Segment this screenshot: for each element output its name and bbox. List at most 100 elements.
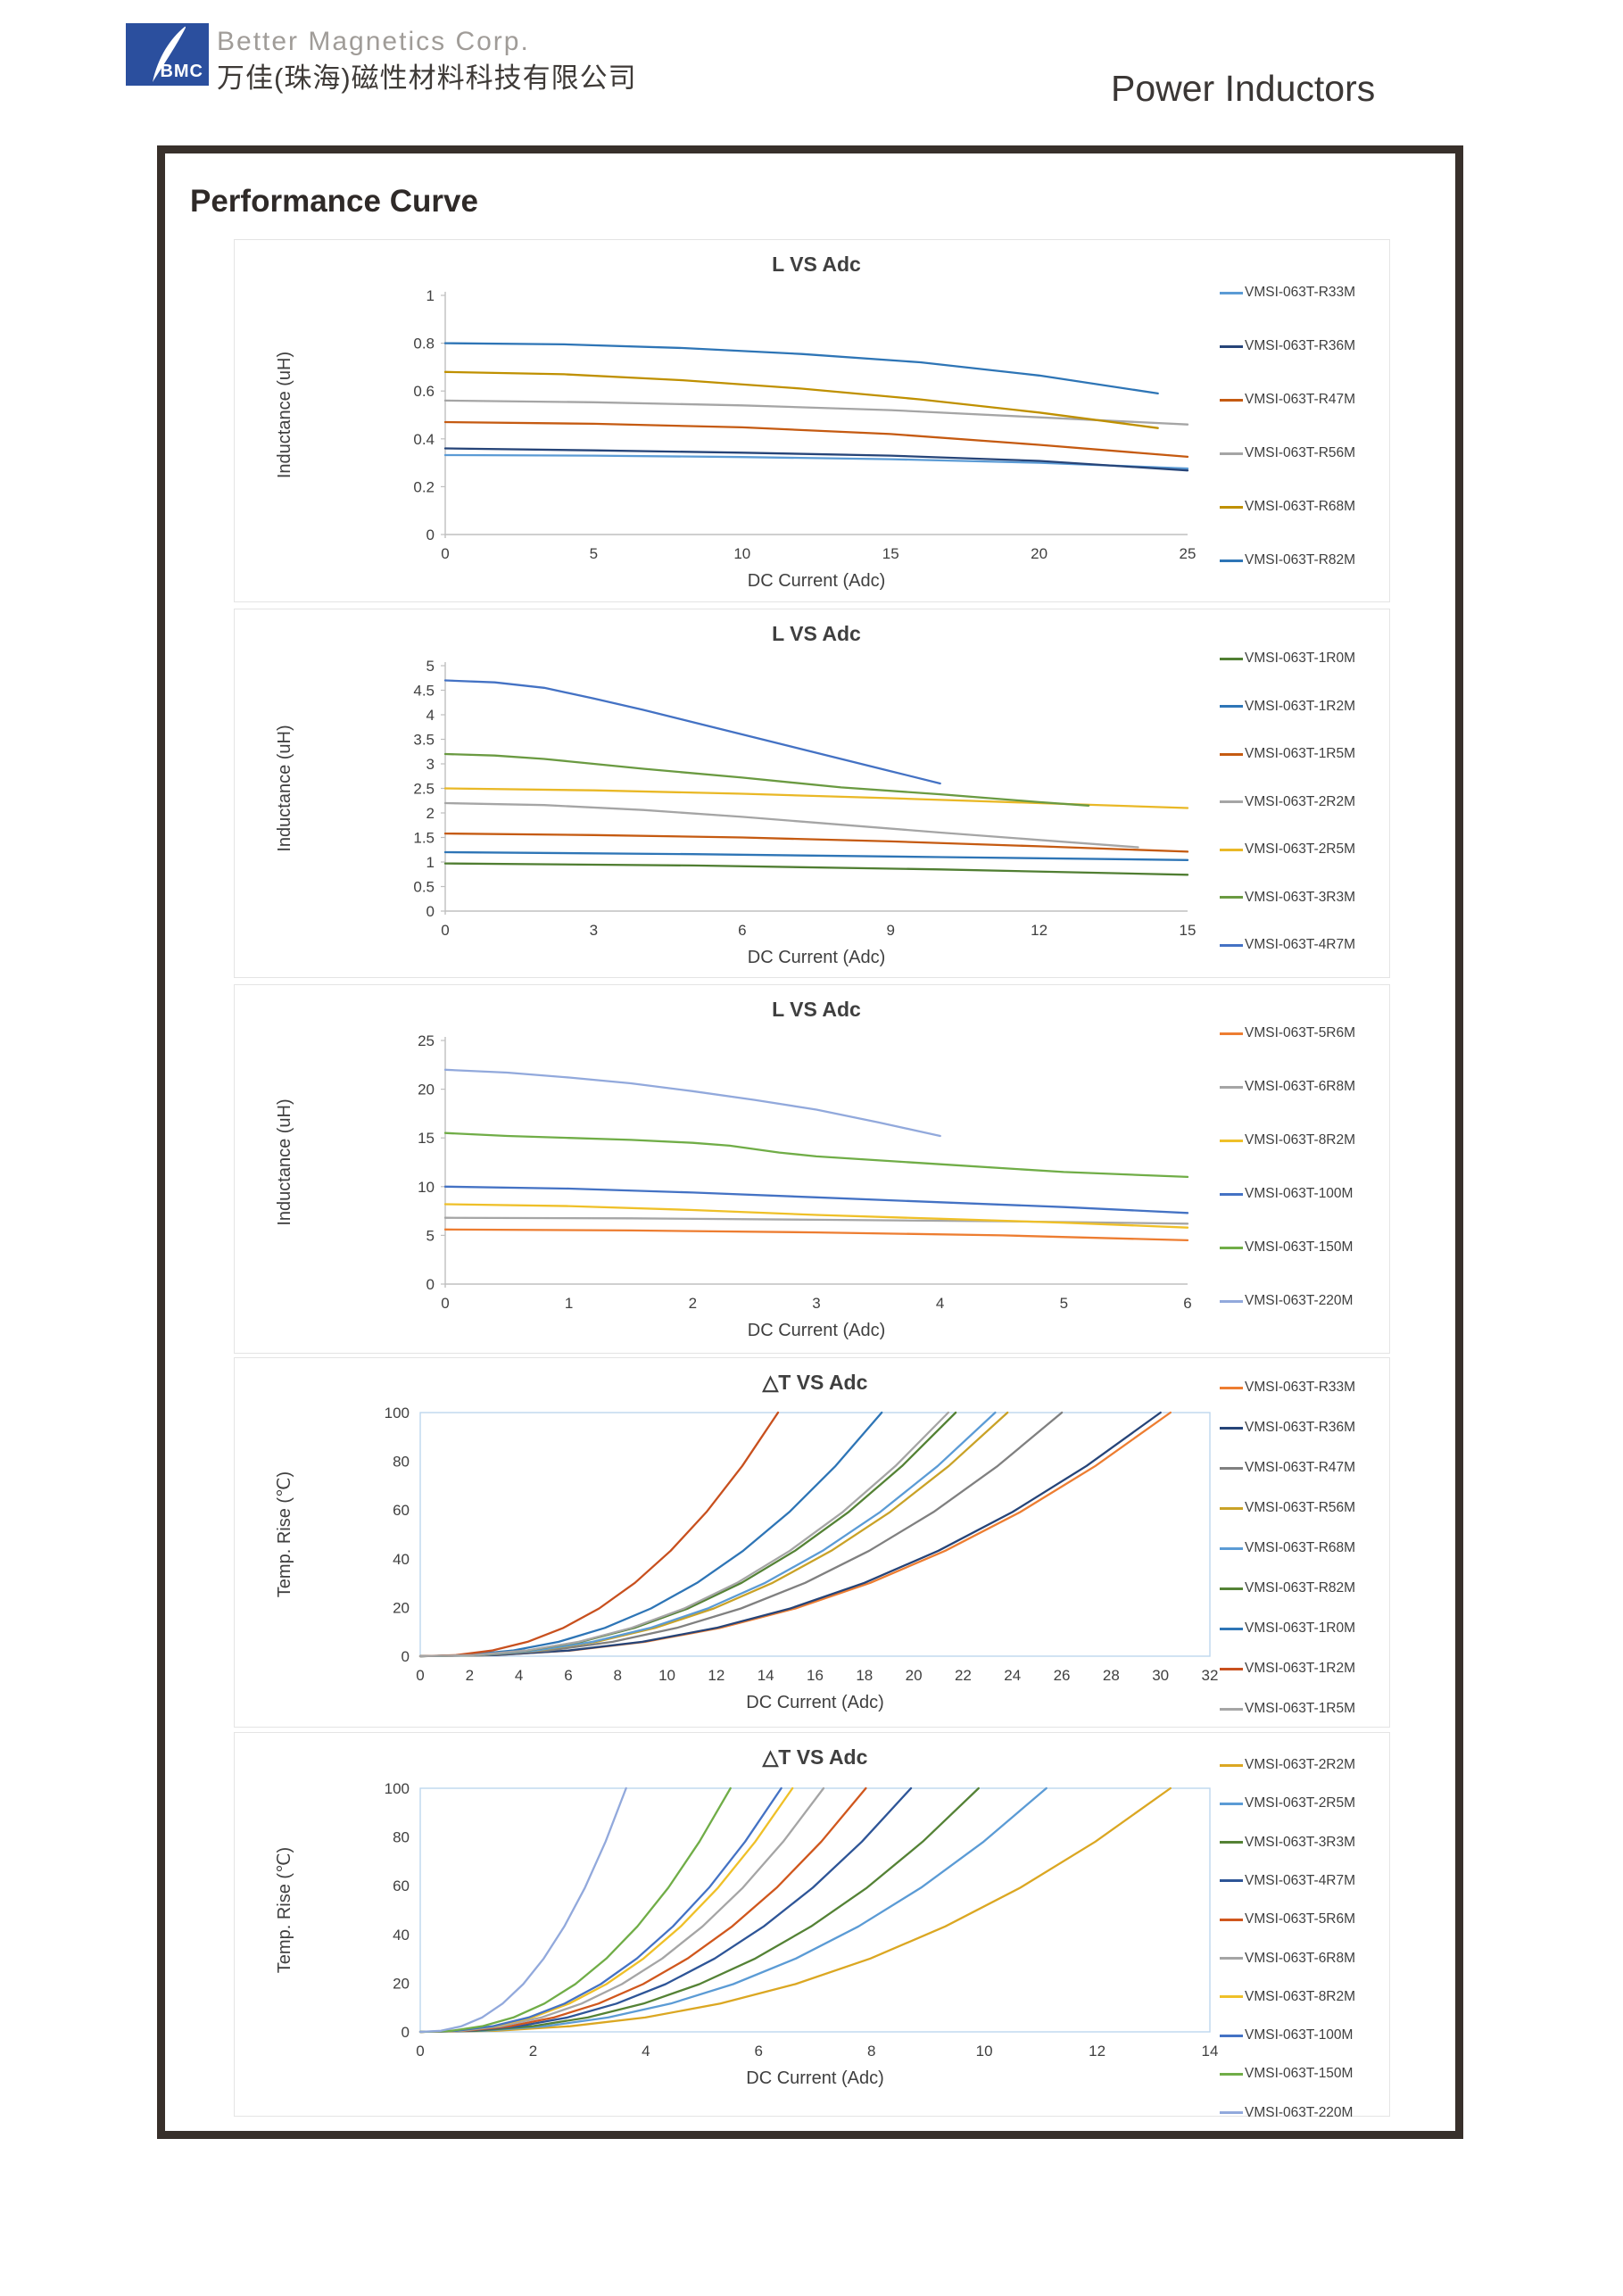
series-line-VMSI-063T-2R5M xyxy=(418,1786,1047,2034)
y-tick-label: 80 xyxy=(393,1829,410,1846)
chart-panel-5: △T VS Adc 0 20 40 60 80 100 0 2 4 6 8 10 12 14 DC Curre… xyxy=(234,1732,1390,2120)
x-tick-label: 24 xyxy=(1004,1667,1021,1684)
series-line-VMSI-063T-R33M xyxy=(443,453,1189,470)
legend-item-VMSI-063T-R47M: VMSI-063T-R47M xyxy=(1220,392,1355,408)
y-tick-label: 1 xyxy=(426,854,435,871)
x-tick-label: 6 xyxy=(738,922,746,939)
y-tick-label: 10 xyxy=(418,1179,435,1196)
legend-swatch-icon xyxy=(1220,1386,1243,1389)
legend-label: VMSI-063T-1R5M xyxy=(1245,746,1356,761)
legend-swatch-icon xyxy=(1220,1995,1243,1999)
legend-swatch-icon xyxy=(1220,1879,1243,1883)
legend-item-VMSI-063T-R33M: VMSI-063T-R33M xyxy=(1220,1380,1355,1396)
series-line-VMSI-063T-R56M xyxy=(443,399,1189,426)
legend-label: VMSI-063T-R68M xyxy=(1245,1540,1356,1555)
x-axis-title: DC Current (Adc) xyxy=(746,2068,883,2088)
legend-item-VMSI-063T-8R2M: VMSI-063T-8R2M xyxy=(1220,1132,1355,1148)
legend-swatch-icon xyxy=(1220,705,1243,708)
legend-swatch-icon xyxy=(1220,2072,1243,2076)
legend-label: VMSI-063T-1R0M xyxy=(1245,651,1356,666)
legend-swatch-icon xyxy=(1220,1802,1243,1805)
y-axis-title: Temp. Rise (℃) xyxy=(275,1471,294,1597)
legend-label: VMSI-063T-1R5M xyxy=(1245,1701,1356,1716)
legend-swatch-icon xyxy=(1220,1627,1243,1630)
legend-label: VMSI-063T-1R2M xyxy=(1245,1661,1356,1676)
x-axis-title: DC Current (Adc) xyxy=(746,1693,883,1712)
series-line-VMSI-063T-3R3M xyxy=(418,1786,980,2034)
legend-swatch-icon xyxy=(1220,657,1243,660)
y-tick-label: 2 xyxy=(426,805,435,822)
x-tick-label: 0 xyxy=(441,1295,449,1312)
y-tick-label: 0 xyxy=(426,1276,435,1293)
x-tick-label: 10 xyxy=(976,2043,993,2060)
legend-label: VMSI-063T-2R5M xyxy=(1245,841,1356,857)
legend-item-VMSI-063T-100M: VMSI-063T-100M xyxy=(1220,1186,1353,1202)
legend-swatch-icon xyxy=(1220,848,1243,851)
legend-label: VMSI-063T-5R6M xyxy=(1245,1911,1356,1927)
series-line-VMSI-063T-4R7M xyxy=(443,679,941,785)
legend-item-VMSI-063T-6R8M: VMSI-063T-6R8M xyxy=(1220,1951,1355,1967)
series-line-VMSI-063T-1R5M xyxy=(418,1411,949,1658)
x-tick-label: 6 xyxy=(564,1667,572,1684)
legend-swatch-icon xyxy=(1220,1918,1243,1921)
series-line-VMSI-063T-150M xyxy=(443,1131,1189,1179)
y-tick-label: 0.4 xyxy=(413,431,435,448)
x-tick-label: 15 xyxy=(1180,922,1197,939)
x-tick-label: 6 xyxy=(1183,1295,1191,1312)
y-tick-label: 0.2 xyxy=(413,478,435,495)
y-tick-label: 25 xyxy=(418,1032,435,1049)
series-line-VMSI-063T-8R2M xyxy=(418,1786,794,2034)
y-tick-label: 3 xyxy=(426,756,435,773)
x-tick-label: 4 xyxy=(936,1295,944,1312)
legend-swatch-icon xyxy=(1220,1466,1243,1470)
legend-item-VMSI-063T-150M: VMSI-063T-150M xyxy=(1220,1239,1353,1256)
y-tick-label: 20 xyxy=(418,1082,435,1098)
chart-canvas: 0 0.5 1 1.5 2 2.5 3 3.5 4 4.5 5 0 3 6 9 12 15 DC Current … xyxy=(275,658,1197,967)
legend-item-VMSI-063T-8R2M: VMSI-063T-8R2M xyxy=(1220,1989,1355,2005)
legend-label: VMSI-063T-1R0M xyxy=(1245,1620,1356,1636)
legend-swatch-icon xyxy=(1220,1587,1243,1590)
x-tick-label: 30 xyxy=(1152,1667,1169,1684)
legend-label: VMSI-063T-R82M xyxy=(1245,552,1356,568)
x-tick-label: 4 xyxy=(515,1667,523,1684)
legend-swatch-icon xyxy=(1220,1426,1243,1430)
legend-swatch-icon xyxy=(1220,1139,1243,1142)
y-tick-label: 3.5 xyxy=(413,732,435,749)
x-tick-label: 5 xyxy=(1060,1295,1068,1312)
series-line-VMSI-063T-R36M xyxy=(443,447,1189,472)
y-tick-label: 100 xyxy=(385,1780,410,1797)
x-tick-label: 0 xyxy=(416,2043,424,2060)
y-tick-label: 20 xyxy=(393,1599,410,1616)
y-tick-label: 2.5 xyxy=(413,781,435,798)
chart-title: L VS Adc xyxy=(772,622,861,645)
legend-item-VMSI-063T-R36M: VMSI-063T-R36M xyxy=(1220,1420,1355,1436)
legend-label: VMSI-063T-R33M xyxy=(1245,1380,1356,1395)
legend-item-VMSI-063T-3R3M: VMSI-063T-3R3M xyxy=(1220,1835,1355,1851)
legend-swatch-icon xyxy=(1220,800,1243,803)
legend-label: VMSI-063T-8R2M xyxy=(1245,1988,1356,2004)
series-line-VMSI-063T-R82M xyxy=(443,342,1159,395)
legend-label: VMSI-063T-3R3M xyxy=(1245,1834,1356,1850)
legend-label: VMSI-063T-5R6M xyxy=(1245,1025,1356,1040)
x-tick-label: 10 xyxy=(658,1667,675,1684)
legend-label: VMSI-063T-R68M xyxy=(1245,499,1356,514)
x-tick-label: 8 xyxy=(614,1667,622,1684)
legend-item-VMSI-063T-100M: VMSI-063T-100M xyxy=(1220,2027,1353,2043)
legend-item-VMSI-063T-150M: VMSI-063T-150M xyxy=(1220,2066,1353,2082)
y-axis-title: Inductance (uH) xyxy=(275,725,294,851)
legend-swatch-icon xyxy=(1220,1707,1243,1711)
legend-label: VMSI-063T-150M xyxy=(1245,2066,1354,2082)
legend-swatch-icon xyxy=(1220,505,1243,509)
x-tick-label: 6 xyxy=(755,2043,763,2060)
legend-label: VMSI-063T-8R2M xyxy=(1245,1132,1356,1148)
x-tick-label: 20 xyxy=(1031,545,1047,562)
legend-swatch-icon xyxy=(1220,2111,1243,2115)
series-line-VMSI-063T-2R2M xyxy=(443,801,1139,849)
series-line-VMSI-063T-3R3M xyxy=(443,752,1090,807)
legend-label: VMSI-063T-1R2M xyxy=(1245,698,1356,714)
series-line-VMSI-063T-6R8M xyxy=(418,1786,825,2034)
chart-title: L VS Adc xyxy=(772,253,861,276)
x-tick-label: 4 xyxy=(642,2043,650,2060)
x-tick-label: 14 xyxy=(1202,2043,1219,2060)
y-axis-title: Inductance (uH) xyxy=(275,1098,294,1225)
